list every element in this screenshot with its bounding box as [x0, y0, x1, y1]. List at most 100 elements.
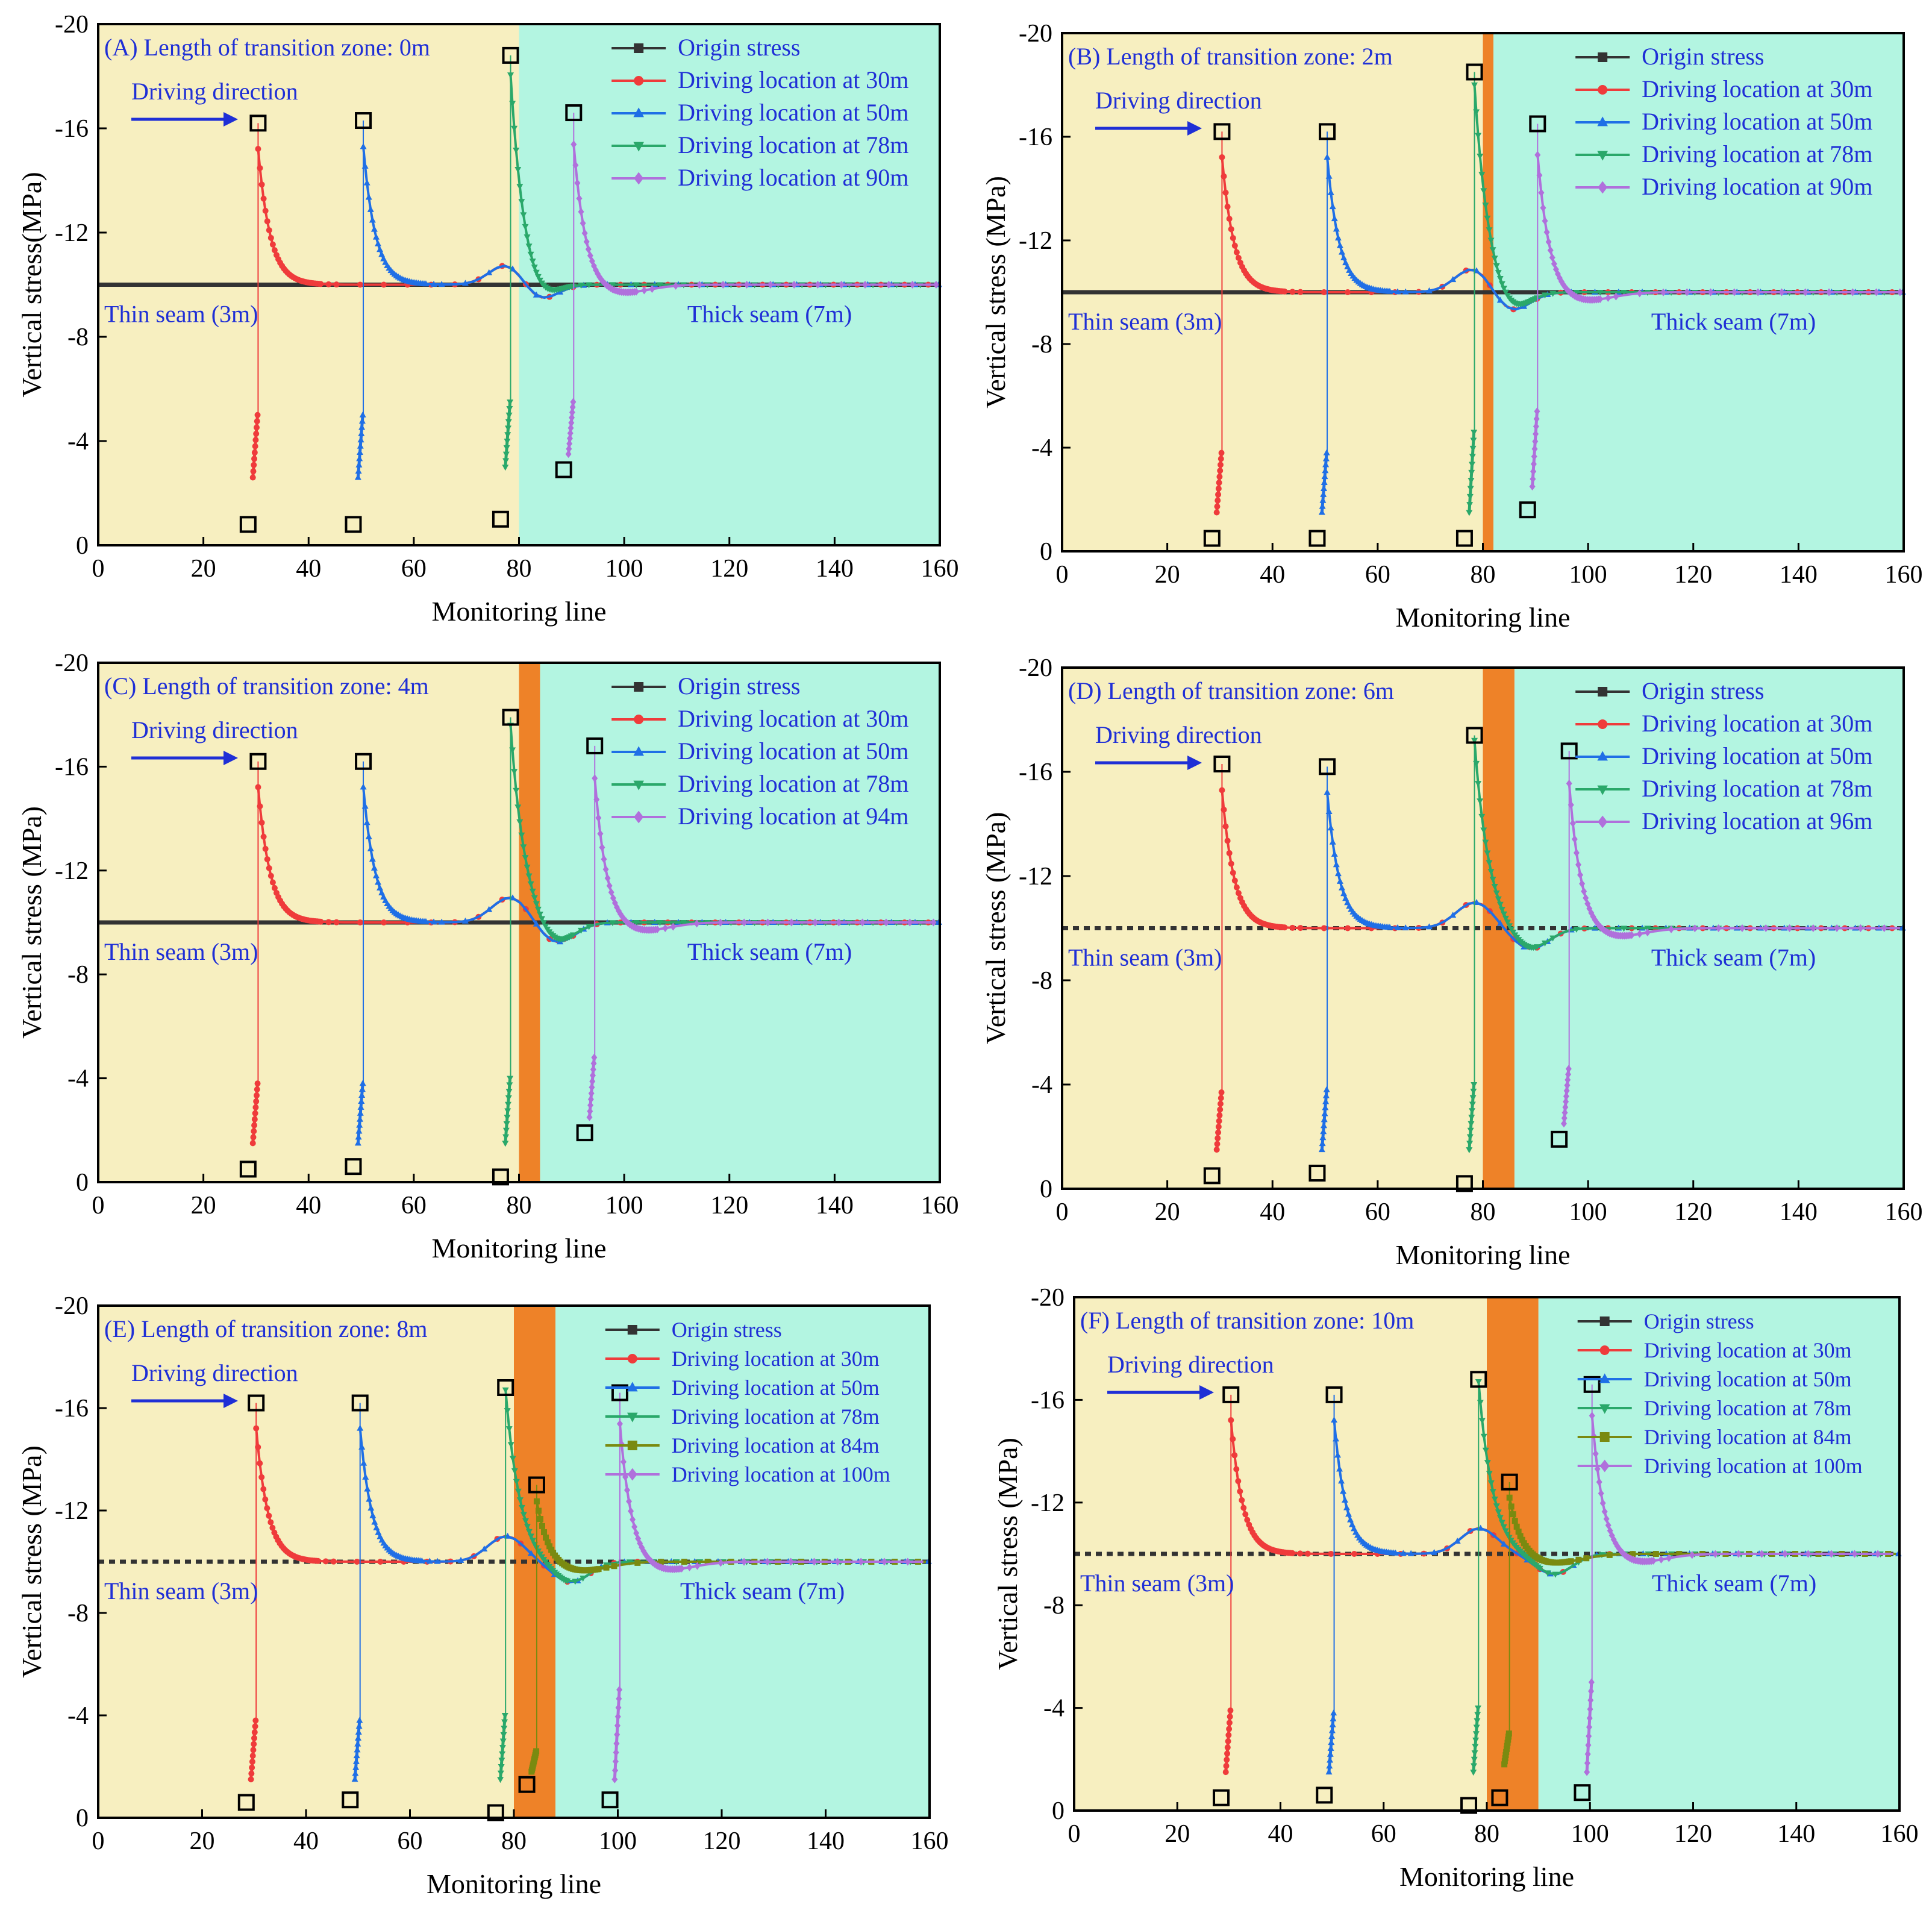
data-point: [1601, 1507, 1608, 1516]
data-point: [787, 1558, 794, 1566]
data-point: [1339, 884, 1346, 891]
data-point: [633, 282, 640, 289]
data-point: [1215, 497, 1221, 504]
data-point: [381, 919, 387, 925]
data-point: [516, 819, 524, 825]
x-tick-label: 100: [605, 555, 643, 583]
data-point: [686, 1563, 693, 1571]
data-point: [633, 919, 640, 926]
data-point: [1712, 1550, 1719, 1558]
data-point: [583, 237, 590, 246]
x-tick-label: 40: [1260, 1198, 1285, 1226]
data-point: [255, 784, 261, 791]
data-point: [1322, 467, 1329, 474]
data-point: [1573, 849, 1580, 857]
data-point: [499, 1738, 507, 1745]
data-point: [1589, 1412, 1595, 1420]
data-point: [616, 1686, 623, 1694]
legend-d50-icon: [633, 107, 644, 117]
thick-seam-label: Thick seam (7m): [680, 1577, 845, 1604]
data-point: [1478, 172, 1486, 178]
data-point: [257, 1460, 263, 1467]
data-point: [764, 918, 771, 927]
data-point: [1230, 235, 1236, 242]
data-point: [1449, 276, 1457, 283]
data-point: [587, 1101, 594, 1109]
y-tick-label: -12: [1019, 863, 1052, 891]
driving-direction-label: Driving direction: [131, 716, 298, 744]
data-point: [1565, 1065, 1572, 1073]
data-point: [1218, 1095, 1224, 1101]
data-point: [1468, 1115, 1475, 1121]
legend-label: Driving location at 84m: [1644, 1425, 1852, 1449]
data-point: [518, 199, 525, 205]
data-point: [1896, 288, 1903, 296]
arrow-head-icon: [1187, 756, 1202, 770]
data-point: [566, 445, 572, 453]
data-point: [572, 1579, 579, 1585]
x-tick-label: 20: [1155, 1198, 1180, 1226]
thin-seam-label: Thin seam (3m): [104, 301, 258, 328]
data-point: [1239, 1497, 1245, 1503]
data-point: [1402, 288, 1409, 295]
y-tick-label: -12: [55, 857, 89, 885]
legend-d78-icon: [627, 1412, 638, 1423]
data-point: [357, 1424, 364, 1431]
data-point: [355, 461, 363, 468]
data-point: [1503, 1745, 1510, 1752]
data-point: [542, 923, 549, 930]
data-point: [1466, 502, 1474, 509]
data-point: [1498, 907, 1505, 913]
data-point: [1571, 835, 1578, 844]
data-point: [1215, 491, 1222, 498]
data-point: [1340, 890, 1348, 897]
data-point: [524, 865, 531, 871]
data-point: [1565, 1070, 1572, 1079]
data-point: [1513, 1523, 1520, 1530]
data-point: [1334, 870, 1342, 877]
data-point: [1606, 1551, 1613, 1558]
data-point: [1530, 468, 1537, 476]
data-point: [506, 1082, 513, 1089]
x-tick-label: 120: [710, 1192, 748, 1219]
data-point: [501, 1719, 508, 1726]
data-point: [569, 403, 576, 412]
data-point: [507, 399, 514, 406]
data-point: [1449, 912, 1457, 918]
data-point: [1467, 1127, 1474, 1134]
data-point: [1466, 510, 1473, 516]
data-point: [717, 918, 724, 927]
data-point: [522, 224, 529, 230]
arrow-head-icon: [224, 112, 238, 127]
data-point: [641, 286, 648, 295]
data-point: [536, 912, 543, 918]
data-point: [504, 432, 511, 439]
data-point: [524, 1524, 531, 1530]
data-point: [361, 162, 369, 169]
data-point: [606, 881, 613, 890]
data-point: [1542, 217, 1548, 225]
data-point: [1857, 924, 1864, 932]
data-point: [422, 918, 430, 924]
data-point: [1584, 1750, 1591, 1758]
data-point: [357, 1109, 364, 1116]
data-point: [681, 1559, 687, 1565]
y-tick-label: -16: [1031, 1386, 1064, 1414]
data-point: [907, 918, 913, 927]
legend-label: Driving location at 50m: [672, 1376, 880, 1400]
data-point: [1327, 189, 1334, 195]
data-point: [264, 856, 270, 863]
data-point: [1466, 1134, 1474, 1141]
data-point: [1668, 925, 1675, 933]
data-point: [670, 922, 677, 931]
data-point: [933, 281, 939, 289]
data-point: [1502, 915, 1509, 922]
data-point: [1219, 154, 1225, 160]
data-point: [586, 1113, 593, 1121]
data-point: [1568, 1558, 1574, 1565]
data-point: [1235, 890, 1242, 897]
data-point: [569, 408, 575, 416]
data-point: [720, 281, 727, 289]
data-point: [548, 1547, 555, 1553]
data-point: [353, 1752, 360, 1759]
